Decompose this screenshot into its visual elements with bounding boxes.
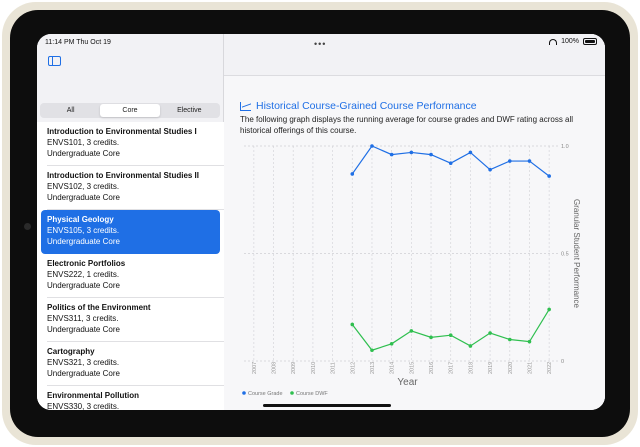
status-bar: 11:14 PM Thu Oct 19 100% xyxy=(37,34,605,52)
data-point xyxy=(507,159,512,163)
course-title: Cartography xyxy=(47,347,95,356)
data-point xyxy=(370,144,374,148)
data-point xyxy=(507,337,512,342)
chart-description: The following graph displays the running… xyxy=(240,115,574,135)
x-tick-label: 2010 xyxy=(311,362,317,374)
data-point xyxy=(389,152,394,157)
y-tick-label: 1.0 xyxy=(561,144,569,150)
y-tick-label: 0 xyxy=(561,359,564,365)
legend-marker xyxy=(290,391,294,395)
data-point xyxy=(448,333,453,338)
course-list-item[interactable]: Physical Geology ENVS105, 3 credits. Under… xyxy=(41,210,220,254)
legend-label: Course DWF xyxy=(296,391,328,397)
data-point xyxy=(468,150,473,155)
course-code: ENVS330, 3 credits. xyxy=(47,402,120,410)
course-title: Politics of the Environment xyxy=(47,303,151,312)
data-point xyxy=(389,342,394,346)
battery-percentage: 100% xyxy=(561,38,579,45)
x-tick-label: 2014 xyxy=(390,362,396,374)
x-tick-label: 2016 xyxy=(429,362,435,374)
data-point xyxy=(527,339,532,344)
x-tick-label: 2018 xyxy=(468,362,474,374)
data-point xyxy=(448,161,453,165)
legend-marker xyxy=(242,391,246,395)
chart-heading-text: Historical Course-Grained Course Perform… xyxy=(256,100,477,112)
x-tick-label: 2009 xyxy=(291,362,297,374)
course-title: Environmental Pollution xyxy=(47,391,140,400)
course-code: ENVS222, 1 credits. xyxy=(47,270,120,279)
course-title: Physical Geology xyxy=(47,215,114,224)
battery-icon xyxy=(583,38,597,45)
course-code: ENVS105, 3 credits. xyxy=(47,226,120,235)
x-tick-label: 2011 xyxy=(331,362,337,374)
data-point xyxy=(350,322,355,327)
course-code: ENVS321, 3 credits. xyxy=(47,358,120,367)
course-title: Electronic Portfolios xyxy=(47,259,126,268)
status-right: 100% xyxy=(549,38,597,45)
course-type: Undergraduate Core xyxy=(47,281,120,290)
data-point xyxy=(547,307,551,312)
data-point xyxy=(547,174,551,178)
x-tick-label: 2020 xyxy=(508,362,514,374)
sidebar: All Core Elective Introduction to Enviro… xyxy=(37,34,224,410)
segment-elective[interactable]: Elective xyxy=(177,107,202,114)
line-chart-icon xyxy=(240,101,251,111)
course-list-item[interactable]: Introduction to Environmental Studies I E… xyxy=(37,122,224,166)
x-tick-label: 2021 xyxy=(527,362,533,374)
data-point xyxy=(370,348,374,353)
x-tick-label: 2012 xyxy=(350,362,356,374)
status-time: 11:14 PM Thu Oct 19 xyxy=(45,39,111,46)
chart-heading: Historical Course-Grained Course Perform… xyxy=(240,100,477,112)
y-tick-label: 0.5 xyxy=(561,252,569,258)
performance-chart: 0 0.5 1.0 2007 2008 2009 2010 2011 2012 2013 2014 2… xyxy=(242,144,581,397)
segment-all[interactable]: All xyxy=(66,107,75,114)
course-code: ENVS311, 3 credits. xyxy=(47,314,119,323)
course-type: Undergraduate Core xyxy=(47,237,120,246)
course-list-item[interactable]: Introduction to Environmental Studies II… xyxy=(37,166,224,210)
navigation-bar: ••• xyxy=(224,34,605,76)
sidebar-toggle-icon[interactable] xyxy=(48,56,61,66)
course-filter-segmented-control: All Core Elective xyxy=(40,103,220,118)
segment-core[interactable]: Core xyxy=(100,104,160,117)
data-point xyxy=(527,159,532,163)
data-point xyxy=(409,150,414,155)
course-title: Introduction to Environmental Studies II xyxy=(47,171,200,180)
data-point xyxy=(488,331,492,335)
course-detail-content: Historical Course-Grained Course Perform… xyxy=(224,76,605,410)
x-tick-label: 2017 xyxy=(449,362,455,374)
home-indicator[interactable] xyxy=(263,404,391,407)
data-point xyxy=(468,344,473,348)
y-axis-label: Granular Student Performance xyxy=(572,199,581,308)
front-camera xyxy=(24,223,31,230)
course-type: Undergraduate Core xyxy=(47,149,120,158)
course-list-item[interactable]: Cartography ENVS321, 3 credits. Undergradu… xyxy=(37,342,224,386)
course-code: ENVS102, 3 credits. xyxy=(47,182,120,191)
course-code: ENVS101, 3 credits. xyxy=(47,138,120,147)
course-list-item[interactable]: Politics of the Environment ENVS311, 3 cr… xyxy=(37,298,224,342)
x-tick-label: 2019 xyxy=(488,362,494,374)
course-type: Undergraduate Core xyxy=(47,325,120,334)
x-tick-label: 2013 xyxy=(370,362,376,374)
course-type: Undergraduate Core xyxy=(47,193,120,202)
data-point xyxy=(409,329,414,333)
wifi-icon xyxy=(549,38,558,45)
x-axis-label: Year xyxy=(397,377,418,388)
x-tick-label: 2015 xyxy=(409,362,415,374)
course-type: Undergraduate Core xyxy=(47,369,120,378)
data-point xyxy=(429,335,433,340)
legend-label: Course Grade xyxy=(248,391,283,397)
course-title: Introduction to Environmental Studies I xyxy=(47,127,197,136)
main-pane: ••• Historical Course-Grained Course Per… xyxy=(224,34,605,410)
x-tick-label: 2007 xyxy=(252,362,258,374)
course-list: Introduction to Environmental Studies I E… xyxy=(37,122,224,410)
multitasking-dots-icon[interactable]: ••• xyxy=(314,39,327,49)
course-list-item[interactable]: Environmental Pollution ENVS330, 3 credit… xyxy=(37,386,224,410)
x-tick-label: 2022 xyxy=(547,362,553,374)
data-point xyxy=(350,172,355,176)
data-point xyxy=(488,167,492,172)
data-point xyxy=(429,152,433,157)
screen: All Core Elective Introduction to Enviro… xyxy=(37,34,605,410)
x-tick-label: 2008 xyxy=(272,362,278,374)
course-list-item[interactable]: Electronic Portfolios ENVS222, 1 credits.… xyxy=(37,254,224,298)
